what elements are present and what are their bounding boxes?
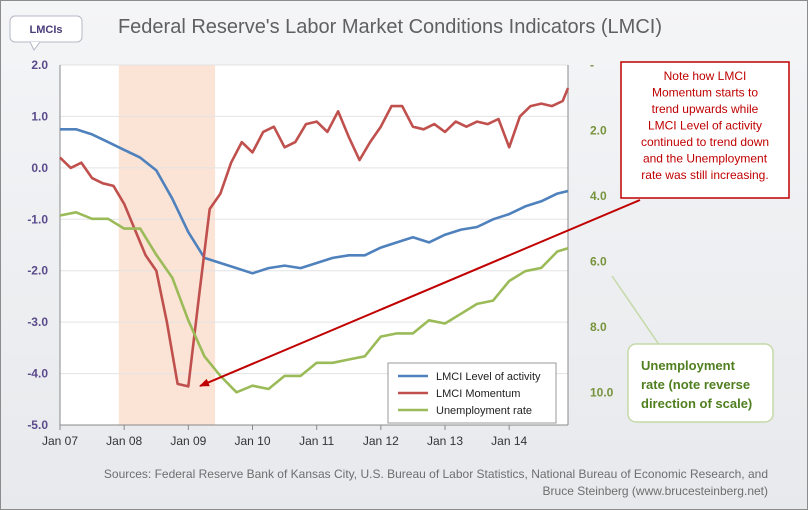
momentum-annotation-line: trend upwards while xyxy=(652,102,759,116)
x-axis-ticks: Jan 07 Jan 08 Jan 09 Jan 10 Jan 11 Jan 12 Jan … xyxy=(42,425,528,448)
left-tick-label: -3.0 xyxy=(27,315,48,329)
axes xyxy=(59,65,569,426)
annotation-arrow xyxy=(199,199,641,387)
momentum-annotation-line: Note how LMCI xyxy=(664,69,747,83)
right-tick-label: 2.0 xyxy=(590,123,607,137)
unemployment-annotation-pointer xyxy=(611,275,661,347)
momentum-annotation-line: Momentum starts to xyxy=(652,86,758,100)
momentum-annotation-box xyxy=(620,61,790,199)
recession-shading xyxy=(118,65,216,425)
legend-label-unemployment-rate: Unemployment rate xyxy=(436,405,532,417)
unemployment-annotation-line: rate (note reverse xyxy=(641,377,750,392)
right-axis-ticks: - 2.0 4.0 6.0 8.0 10.0 xyxy=(590,58,614,399)
momentum-annotation-line: LMCI Level of activity xyxy=(648,119,762,133)
chart-title: Federal Reserve's Labor Market Condition… xyxy=(118,16,662,38)
x-tick-label: Jan 11 xyxy=(299,434,334,448)
series-line-unemployment-rate xyxy=(59,211,569,394)
unemployment-annotation-line: direction of scale) xyxy=(641,396,752,411)
x-tick-label: Jan 14 xyxy=(491,434,527,448)
x-tick-label: Jan 08 xyxy=(106,434,142,448)
unemployment-annotation-box xyxy=(627,343,774,423)
x-tick-label: Jan 07 xyxy=(42,434,78,448)
left-tick-label: 0.0 xyxy=(31,161,48,175)
source-line-1: Sources: Federal Reserve Bank of Kansas … xyxy=(104,467,768,481)
unemployment-annotation: Unemployment rate (note reverse direction … xyxy=(611,275,774,423)
series-line-lmci-level-of-activity xyxy=(60,128,569,275)
y-axis-badge-box xyxy=(9,15,83,43)
right-tick-label: - xyxy=(590,58,594,72)
x-tick-label: Jan 13 xyxy=(427,434,463,448)
series-layer xyxy=(59,87,570,394)
momentum-annotation-line: continued to trend down xyxy=(641,135,769,149)
legend: LMCI Level of activity LMCI Momentum Unemp… xyxy=(387,362,557,424)
left-tick-label: -1.0 xyxy=(27,212,48,226)
y-axis-badge: LMCIs xyxy=(9,15,83,51)
unemployment-annotation-line: Unemployment xyxy=(641,358,736,373)
legend-label-lmci-momentum: LMCI Momentum xyxy=(436,388,520,400)
legend-label-lmci-level-of-activity: LMCI Level of activity xyxy=(436,371,541,383)
x-tick-label: Jan 12 xyxy=(363,434,399,448)
left-tick-label: -5.0 xyxy=(27,418,48,432)
momentum-annotation-line: and the Unemployment xyxy=(643,152,768,166)
right-tick-label: 8.0 xyxy=(590,320,607,334)
momentum-annotation-line: rate was still increasing. xyxy=(641,168,768,182)
left-tick-label: -2.0 xyxy=(27,264,48,278)
left-tick-label: 1.0 xyxy=(31,109,48,123)
right-tick-label: 6.0 xyxy=(590,254,607,268)
x-tick-label: Jan 09 xyxy=(170,434,206,448)
left-tick-label: -4.0 xyxy=(27,367,48,381)
momentum-annotation: Note how LMCI Momentum starts to trend upw… xyxy=(199,61,790,387)
y-axis-label: LMCIs xyxy=(30,24,63,36)
left-tick-label: 2.0 xyxy=(31,58,48,72)
left-axis-ticks: 2.0 1.0 0.0 -1.0 -2.0 -3.0 -4.0 -5.0 xyxy=(27,58,48,432)
y-axis-badge-pointer xyxy=(29,41,41,51)
right-tick-label: 4.0 xyxy=(590,189,607,203)
unemployment-annotation-text: Unemployment rate (note reverse direction … xyxy=(641,358,752,411)
x-tick-label: Jan 10 xyxy=(234,434,270,448)
series-line-lmci-momentum xyxy=(59,87,570,388)
right-tick-label: 10.0 xyxy=(590,385,614,399)
source-line-2: Bruce Steinberg (www.brucesteinberg.net) xyxy=(543,484,768,498)
momentum-annotation-text: Note how LMCI Momentum starts to trend upw… xyxy=(641,69,769,182)
